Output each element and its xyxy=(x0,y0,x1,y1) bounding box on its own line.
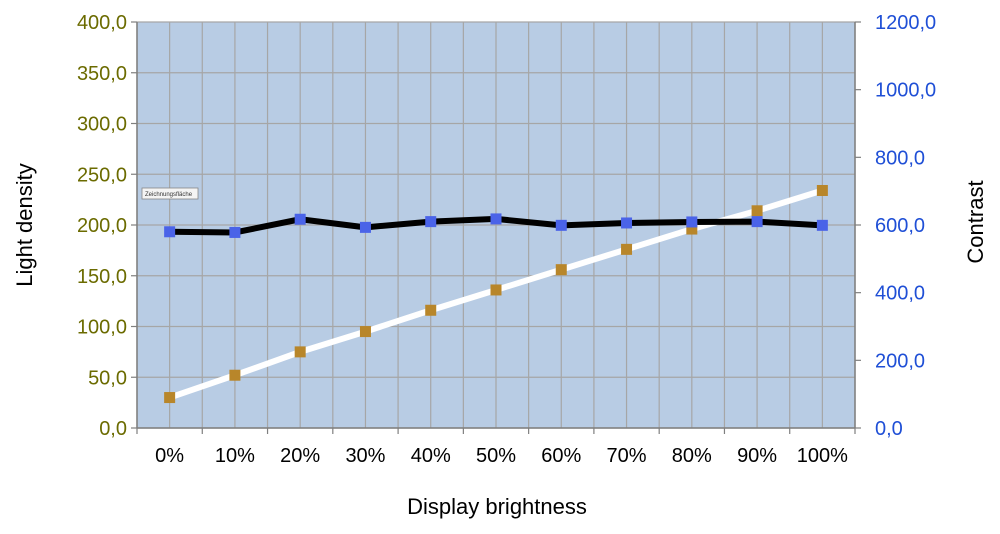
data-point-right xyxy=(751,216,763,228)
data-point-right xyxy=(490,213,502,225)
y-tick-label-right: 200,0 xyxy=(875,350,925,372)
data-point-left xyxy=(229,369,241,381)
data-point-right xyxy=(164,226,176,238)
data-point-left xyxy=(621,243,633,255)
y-tick-label-left: 50,0 xyxy=(88,367,127,389)
data-point-left xyxy=(686,223,698,235)
series-group xyxy=(164,184,828,404)
data-point-left xyxy=(751,205,763,217)
x-tick-label: 30% xyxy=(345,445,385,467)
y-tick-label-left: 350,0 xyxy=(77,63,127,85)
y-tick-label-left: 150,0 xyxy=(77,266,127,288)
x-tick-label: 20% xyxy=(280,445,320,467)
data-point-left xyxy=(359,326,371,338)
data-point-left xyxy=(294,346,306,358)
x-tick-label: 100% xyxy=(797,445,848,467)
axes xyxy=(131,21,861,434)
data-point-right xyxy=(359,221,371,233)
data-point-right xyxy=(294,213,306,225)
data-point-right xyxy=(686,216,698,228)
y-tick-label-left: 250,0 xyxy=(77,164,127,186)
x-tick-label: 10% xyxy=(215,445,255,467)
data-point-right xyxy=(229,226,241,238)
data-point-left xyxy=(164,392,176,404)
data-point-right xyxy=(816,219,828,231)
y-tick-label-right: 1200,0 xyxy=(875,12,936,34)
x-tick-label: 50% xyxy=(476,445,516,467)
y-tick-label-right: 0,0 xyxy=(875,418,903,440)
x-tick-label: 60% xyxy=(541,445,581,467)
data-point-right xyxy=(555,219,567,231)
y-tick-label-right: 1000,0 xyxy=(875,80,936,102)
y-tick-label-right: 400,0 xyxy=(875,283,925,305)
data-point-left xyxy=(425,304,437,316)
x-tick-label: 90% xyxy=(737,445,777,467)
y-tick-label-right: 600,0 xyxy=(875,215,925,237)
data-point-left xyxy=(490,284,502,296)
y-tick-label-left: 200,0 xyxy=(77,215,127,237)
y-tick-label-left: 300,0 xyxy=(77,114,127,136)
data-point-left xyxy=(816,184,828,196)
x-tick-label: 0% xyxy=(155,445,184,467)
tick-labels: 0,0 50,0 100,0 150,0 200,0 250,0 300,0 350,0 400… xyxy=(77,12,936,467)
tooltip: Zeichnungsfläche xyxy=(141,187,199,200)
x-tick-label: 40% xyxy=(411,445,451,467)
y-axis-title-left: Light density xyxy=(12,163,37,287)
data-point-right xyxy=(425,216,437,228)
x-tick-label: 70% xyxy=(607,445,647,467)
y-tick-label-left: 0,0 xyxy=(99,418,127,440)
data-point-left xyxy=(555,264,567,276)
data-point-right xyxy=(621,217,633,229)
y-tick-label-left: 400,0 xyxy=(77,12,127,34)
y-axis-title-right: Contrast xyxy=(963,180,988,263)
y-tick-label-left: 100,0 xyxy=(77,317,127,339)
y-tick-label-right: 800,0 xyxy=(875,147,925,169)
x-tick-label: 80% xyxy=(672,445,712,467)
tooltip-text: Zeichnungsfläche xyxy=(145,192,193,198)
x-axis-title: Display brightness xyxy=(407,494,587,519)
